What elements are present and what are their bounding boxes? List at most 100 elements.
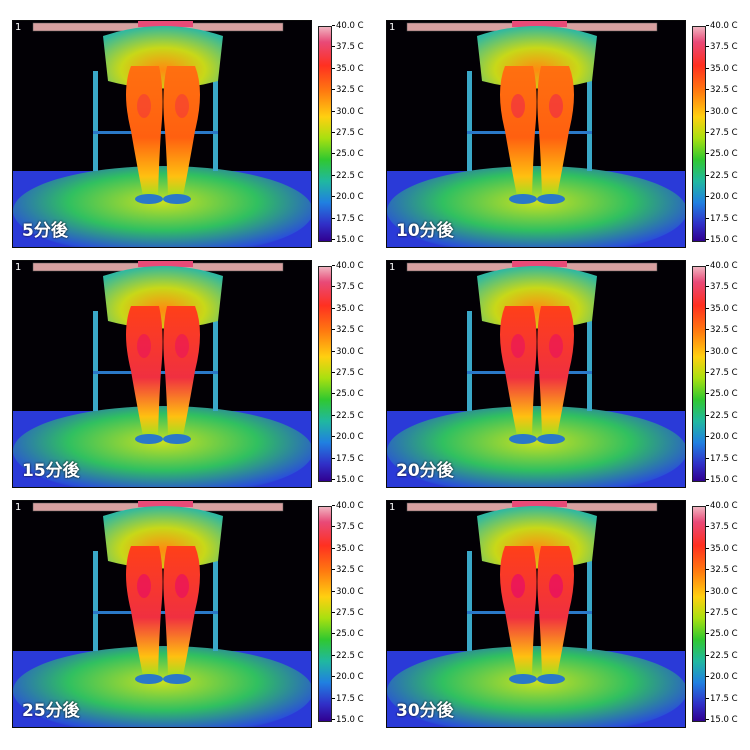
foot-right [537, 434, 565, 444]
elapsed-time-label: 25分後 [22, 701, 80, 721]
elapsed-time-label: 20分後 [396, 461, 454, 481]
foot-right [163, 434, 191, 444]
scale-tick-label: 27.5 C [706, 609, 738, 618]
scale-tick-label: 20.0 C [706, 673, 738, 682]
table-hot-spot [138, 501, 193, 507]
elapsed-time-label: 30分後 [396, 701, 454, 721]
leg-left [500, 66, 537, 196]
temperature-color-scale [692, 26, 706, 242]
scale-tick-label: 40.0 C [332, 502, 364, 511]
scale-tick-label: 32.5 C [706, 326, 738, 335]
thermal-scene [13, 501, 311, 727]
scale-tick-label: 20.0 C [332, 673, 364, 682]
chair-leg-left [467, 551, 472, 651]
lap [103, 26, 223, 89]
scale-tick-label: 25.0 C [332, 150, 364, 159]
panel-index-label: 1 [389, 22, 396, 33]
scale-tick-label: 20.0 C [332, 193, 364, 202]
scale-tick-label: 35.0 C [332, 305, 364, 314]
lap [103, 266, 223, 329]
foot-left [509, 674, 537, 684]
scale-tick-label: 30.0 C [332, 588, 364, 597]
thermal-image: 1 20分後 [386, 260, 686, 488]
leg-left [126, 306, 163, 436]
scale-tick-label: 37.5 C [706, 523, 738, 532]
floor-warm-area [387, 166, 685, 247]
leg-right [163, 546, 200, 676]
scale-tick-label: 17.5 C [332, 455, 364, 464]
scale-tick-label: 25.0 C [332, 390, 364, 399]
calf-hotspot-right [175, 94, 189, 118]
panel-index-label: 1 [15, 262, 22, 273]
leg-right [537, 306, 574, 436]
scale-tick-label: 32.5 C [332, 326, 364, 335]
panel-index-label: 1 [389, 502, 396, 513]
leg-right [163, 66, 200, 196]
temperature-scale-ticks: 40.0 C 37.5 C 35.0 C 32.5 C 30.0 C 27.5 C 25.0… [706, 260, 738, 490]
thermal-scene [387, 261, 685, 487]
temperature-color-scale [318, 26, 332, 242]
thermal-image: 1 30分後 [386, 500, 686, 728]
leg-right [537, 546, 574, 676]
scale-tick-label: 35.0 C [332, 65, 364, 74]
thermal-panel: 1 20分後 40.0 C 37.5 C 35.0 C 32.5 C 30.0 C 27.5 … [376, 260, 738, 490]
scale-tick-label: 17.5 C [706, 455, 738, 464]
temperature-scale-ticks: 40.0 C 37.5 C 35.0 C 32.5 C 30.0 C 27.5 C 25.0… [332, 500, 364, 730]
chair-leg-left [467, 71, 472, 171]
scale-tick-label: 40.0 C [332, 262, 364, 271]
foot-left [509, 194, 537, 204]
chair-leg-right [587, 71, 592, 171]
scale-tick-label: 15.0 C [332, 476, 364, 485]
panel-index-label: 1 [15, 22, 22, 33]
scale-tick-label: 32.5 C [332, 566, 364, 575]
chair-leg-left [93, 311, 98, 411]
scale-tick-label: 37.5 C [706, 43, 738, 52]
foot-left [509, 434, 537, 444]
table-hot-spot [512, 261, 567, 267]
calf-hotspot-right [175, 574, 189, 598]
elapsed-time-label: 10分後 [396, 221, 454, 241]
temperature-scale-ticks: 40.0 C 37.5 C 35.0 C 32.5 C 30.0 C 27.5 C 25.0… [332, 260, 364, 490]
scale-tick-label: 20.0 C [706, 433, 738, 442]
foot-left [135, 674, 163, 684]
scale-tick-label: 25.0 C [706, 390, 738, 399]
thermal-panel: 1 25分後 40.0 C 37.5 C 35.0 C 32.5 C 30.0 C 27.5 … [2, 500, 364, 730]
thermal-image: 1 10分後 [386, 20, 686, 248]
scale-tick-label: 35.0 C [706, 545, 738, 554]
scale-tick-label: 37.5 C [332, 283, 364, 292]
scale-tick-label: 22.5 C [706, 172, 738, 181]
scale-tick-label: 27.5 C [332, 369, 364, 378]
table-hot-spot [138, 21, 193, 27]
scale-tick-label: 22.5 C [706, 652, 738, 661]
scale-tick-label: 15.0 C [332, 716, 364, 725]
scale-tick-label: 37.5 C [706, 283, 738, 292]
scale-tick-label: 15.0 C [706, 716, 738, 725]
thermal-panel: 1 5分後 40.0 C 37.5 C 35.0 C 32.5 C 30.0 C 27.5 C… [2, 20, 364, 250]
scale-tick-label: 17.5 C [332, 695, 364, 704]
chair-leg-left [93, 551, 98, 651]
lap [477, 266, 597, 329]
panel-index-label: 1 [389, 262, 396, 273]
calf-hotspot-left [137, 574, 151, 598]
lap [477, 506, 597, 569]
elapsed-time-label: 15分後 [22, 461, 80, 481]
temperature-scale-ticks: 40.0 C 37.5 C 35.0 C 32.5 C 30.0 C 27.5 C 25.0… [706, 500, 738, 730]
table-hot-spot [512, 501, 567, 507]
chair-leg-right [213, 551, 218, 651]
chair-leg-right [213, 71, 218, 171]
scale-tick-label: 30.0 C [706, 588, 738, 597]
scale-tick-label: 20.0 C [706, 193, 738, 202]
scale-tick-label: 17.5 C [332, 215, 364, 224]
thermal-panel: 1 10分後 40.0 C 37.5 C 35.0 C 32.5 C 30.0 C 27.5 … [376, 20, 738, 250]
calf-hotspot-right [549, 94, 563, 118]
scale-tick-label: 17.5 C [706, 695, 738, 704]
floor-warm-area [13, 166, 311, 247]
scale-tick-label: 30.0 C [332, 108, 364, 117]
thermal-image: 1 25分後 [12, 500, 312, 728]
panel-index-label: 1 [15, 502, 22, 513]
table-hot-spot [138, 261, 193, 267]
leg-right [163, 306, 200, 436]
calf-hotspot-left [137, 94, 151, 118]
calf-hotspot-left [511, 334, 525, 358]
scale-tick-label: 35.0 C [706, 65, 738, 74]
